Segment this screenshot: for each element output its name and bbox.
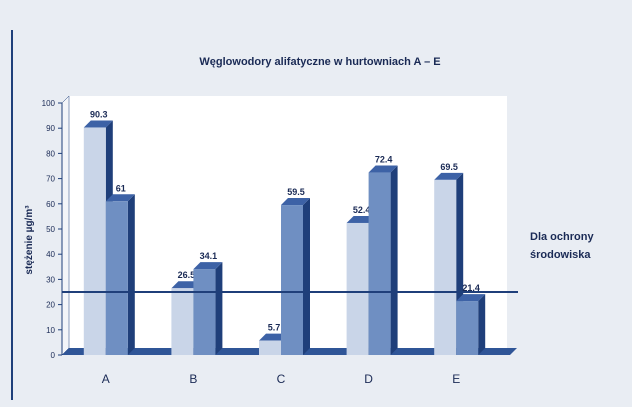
y-tick-label: 0 <box>51 351 56 360</box>
bar-top <box>346 215 376 223</box>
data-label: 34.1 <box>200 251 218 261</box>
data-label: 90.3 <box>90 109 108 119</box>
chart-title: Węglowodory alifatyczne w hurtowniach A … <box>199 56 440 68</box>
data-label: 61 <box>116 183 126 193</box>
x-tick-label: E <box>452 372 460 386</box>
bar-side <box>127 194 135 355</box>
bar-side <box>478 294 486 355</box>
y-tick-label: 20 <box>46 301 55 310</box>
bar-side <box>390 165 398 355</box>
data-label: 69.5 <box>440 162 458 172</box>
y-tick-label: 100 <box>42 99 56 108</box>
data-label: 59.5 <box>287 187 305 197</box>
bar <box>83 127 106 355</box>
bar-side <box>215 262 223 355</box>
data-label: 72.4 <box>375 155 393 165</box>
bar-top <box>193 262 223 270</box>
y-tick-label: 60 <box>46 200 55 209</box>
bar <box>456 301 479 355</box>
bar <box>434 179 457 355</box>
bar-top <box>259 333 288 341</box>
data-label: 5.7 <box>268 323 281 333</box>
bar <box>368 172 391 355</box>
y-tick-label: 50 <box>46 225 55 234</box>
x-tick-label: B <box>189 372 197 386</box>
bar <box>171 288 194 355</box>
legend: Dla ochrony środowiska <box>530 231 594 261</box>
bar <box>105 201 128 355</box>
y-tick-label: 90 <box>46 124 55 133</box>
bar <box>193 269 216 355</box>
bar-top <box>368 165 398 173</box>
x-tick-label: A <box>102 372 110 386</box>
data-label: 52.4 <box>353 205 371 215</box>
bar-top <box>281 198 310 206</box>
y-tick-label: 10 <box>46 326 55 335</box>
bar-top <box>434 172 464 180</box>
bar <box>259 340 281 355</box>
data-label: 26.5 <box>178 270 196 280</box>
bar <box>281 205 303 355</box>
data-label: 21.4 <box>462 283 480 293</box>
bar-top <box>171 281 201 289</box>
bar <box>346 222 369 355</box>
y-tick-label: 80 <box>46 149 55 158</box>
bar-top <box>83 120 113 128</box>
x-tick-label: D <box>364 372 373 386</box>
bar-side <box>303 198 310 355</box>
x-tick-label: C <box>277 372 286 386</box>
y-tick-label: 70 <box>46 175 55 184</box>
y-tick-label: 40 <box>46 250 55 259</box>
y-axis-label: stężenie µg/m³ <box>24 205 35 275</box>
plot-wall <box>61 95 70 356</box>
bar-top <box>105 194 135 202</box>
bar-top <box>456 294 486 302</box>
y-tick-label: 30 <box>46 275 55 284</box>
